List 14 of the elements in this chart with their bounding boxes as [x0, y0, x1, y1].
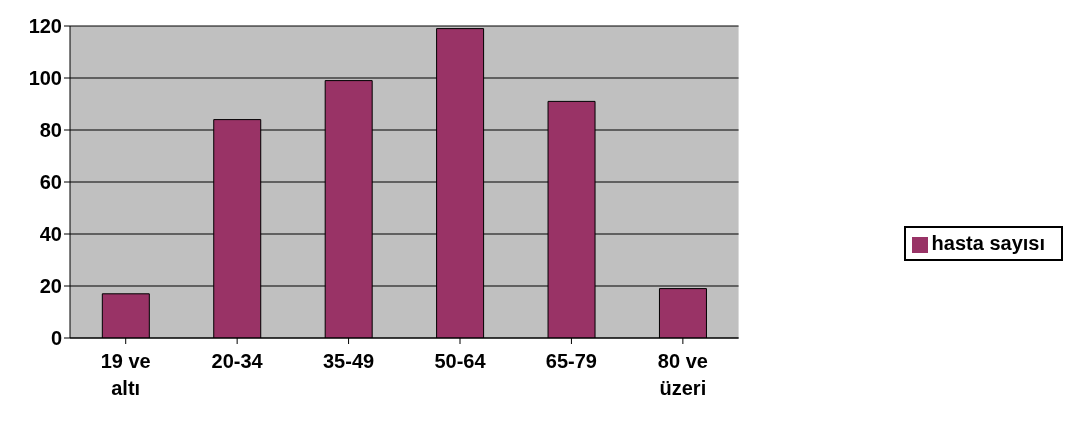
x-tick-label: 35-49 [323, 350, 375, 372]
x-tick-label: 19 ve altı [100, 350, 151, 399]
y-tick-label: 100 [28, 67, 62, 90]
y-tick-label: 20 [39, 275, 62, 298]
y-tick-label: 40 [39, 223, 62, 246]
y-tick-label: 60 [39, 171, 62, 194]
x-tick-label: 80 ve üzeri [657, 350, 708, 399]
y-tick-label: 80 [39, 119, 62, 142]
x-tick-label: 50-64 [434, 350, 487, 372]
y-tick-label: 120 [28, 15, 62, 38]
legend-label: hasta sayısı [931, 232, 1045, 254]
y-tick-label: 0 [50, 327, 62, 350]
x-tick-label: 20-34 [211, 350, 264, 372]
x-tick-label: 65-79 [545, 350, 598, 372]
